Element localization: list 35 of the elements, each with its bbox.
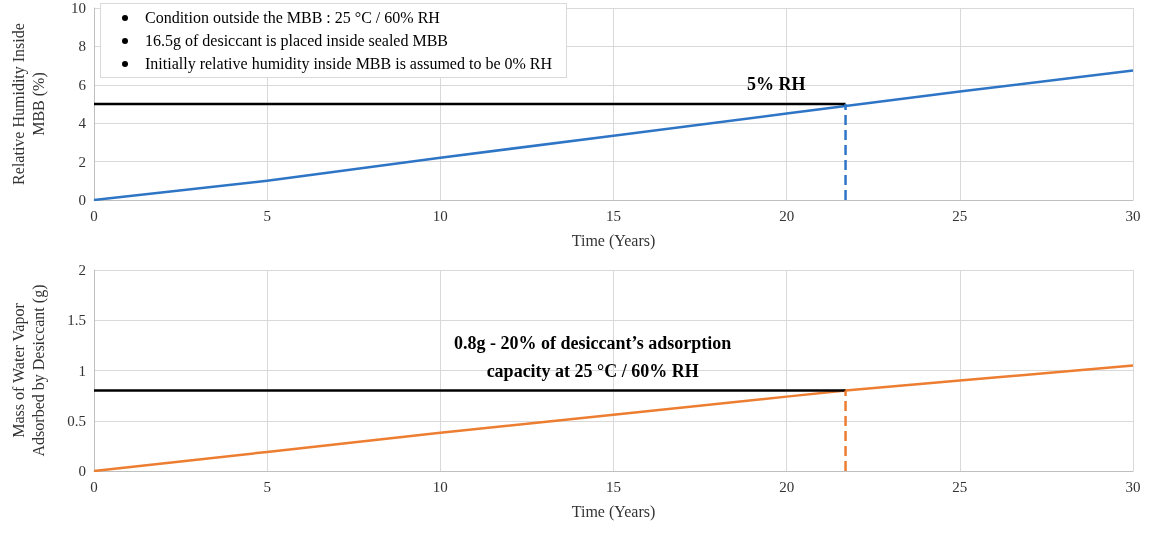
x-tick-label: 0 (90, 207, 98, 224)
annotation: Condition outside the MBB : 25 °C / 60% RH (145, 9, 440, 26)
y-tick-label: 2 (78, 153, 86, 170)
x-tick-label: 5 (263, 207, 271, 224)
x-tick-label: 20 (779, 207, 795, 224)
annotation: 16.5g of desiccant is placed inside sealed MBB (145, 32, 449, 49)
x-tick-label: 15 (606, 207, 621, 224)
x-tick-label: 30 (1125, 478, 1141, 495)
x-tick-label: 15 (606, 478, 621, 495)
y-tick-label: 6 (78, 76, 87, 93)
y-tick-label: 1.5 (67, 312, 86, 329)
y-axis-title: Relative Humidity Inside MBB (%) (9, 23, 48, 185)
y-tick-label: 2 (78, 262, 86, 278)
note-box: Condition outside the MBB : 25 °C / 60% RH 16.5g of desiccant is placed inside sealed MBB Initially relative humidity inside MBB is assumed to be 0% RH (100, 3, 568, 78)
x-tick-label: 25 (952, 207, 968, 224)
annotation: Initially relative humidity inside MBB is assumed to be 0% RH (145, 55, 553, 72)
x-tick-label: 25 (952, 478, 968, 495)
x-tick-label: 5 (263, 478, 271, 495)
x-tick-label: 10 (432, 478, 448, 495)
y-axis-title: Mass of Water Vapor Adsorbed by Desiccant (g) (9, 284, 48, 457)
x-tick-label: 10 (432, 207, 448, 224)
x-tick-label: 0 (90, 478, 98, 495)
y-tick-label: 0.5 (67, 412, 86, 429)
x-tick-label: 30 (1125, 207, 1141, 224)
x-axis-title: Time (Years) (571, 231, 656, 250)
y-tick-label: 4 (78, 115, 87, 132)
y-tick-label: 0 (78, 463, 86, 479)
x-axis-title: Time (Years) (571, 502, 656, 521)
y-tick-label: 1 (78, 362, 86, 379)
y-tick-label: 0 (78, 192, 86, 208)
y-tick-label: 10 (71, 0, 86, 16)
annotation: 5% RH (747, 74, 806, 94)
y-tick-label: 8 (78, 38, 86, 55)
annotation: 0.8g - 20% of desiccant’s adsorption capacity at 25 °C / 60% RH (454, 332, 732, 381)
x-tick-label: 20 (779, 478, 795, 495)
